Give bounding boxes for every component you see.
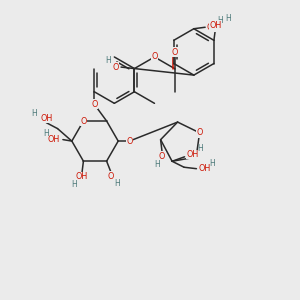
Text: O: O	[112, 63, 119, 72]
Text: OH: OH	[76, 172, 88, 181]
Text: OH: OH	[48, 135, 60, 144]
Text: H: H	[115, 179, 121, 188]
Text: H: H	[72, 180, 77, 189]
Text: O: O	[196, 128, 203, 137]
Text: H: H	[154, 160, 160, 169]
Text: O: O	[91, 100, 98, 109]
Text: O: O	[171, 48, 178, 57]
Text: H: H	[105, 56, 110, 65]
Text: H: H	[217, 16, 223, 25]
Text: H: H	[225, 14, 231, 23]
Text: OH: OH	[40, 114, 52, 123]
Text: OH: OH	[186, 150, 199, 159]
Text: O: O	[151, 52, 158, 62]
Text: O: O	[159, 152, 165, 160]
Text: O: O	[108, 172, 114, 181]
Text: OH: OH	[198, 164, 211, 173]
Text: H: H	[209, 159, 215, 168]
Text: O: O	[80, 116, 87, 125]
Text: H: H	[31, 109, 37, 118]
Text: OH: OH	[209, 21, 221, 30]
Text: OH: OH	[207, 23, 219, 32]
Text: H: H	[44, 129, 50, 138]
Text: O: O	[126, 136, 133, 146]
Text: H: H	[197, 144, 203, 153]
